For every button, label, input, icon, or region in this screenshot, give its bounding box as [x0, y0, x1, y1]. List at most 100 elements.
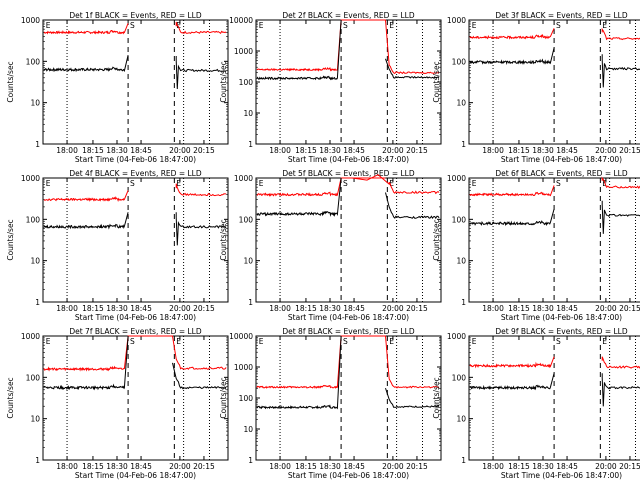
y-tick-label: 1000: [447, 16, 466, 25]
x-tick-label: 20:00: [382, 462, 404, 471]
y-axis-label: Counts/sec: [432, 61, 441, 102]
x-tick-label: 18:00: [56, 462, 78, 471]
x-tick-label: 20:15: [406, 304, 428, 313]
plot-frame: [468, 177, 640, 303]
x-axis-label: Start Time (04-Feb-06 18:47:00): [288, 155, 409, 164]
event-marker: E: [259, 21, 264, 30]
panel-det-7: Det 7f BLACK = Events, RED = LLD 1 10 100 10…: [6, 327, 229, 480]
x-axis-label: Start Time (04-Feb-06 18:47:00): [501, 155, 622, 164]
lld-series-line: [43, 335, 227, 372]
y-tick-label: 10: [456, 99, 466, 108]
x-tick-label: 18:45: [130, 462, 152, 471]
y-axis-label: Counts/sec: [6, 377, 15, 418]
y-tick-label: 100: [26, 215, 41, 224]
lld-series-line: [256, 174, 440, 197]
y-axis-label: Counts/sec: [6, 61, 15, 102]
panel-det-9: Det 9f BLACK = Events, RED = LLD 1 10 100 10…: [432, 327, 640, 480]
y-tick-label: 1: [248, 298, 253, 307]
panel-title: Det 4f BLACK = Events, RED = LLD: [69, 169, 202, 178]
x-tick-label: 20:00: [595, 304, 617, 313]
event-marker: E: [176, 337, 181, 346]
event-marker: E: [472, 179, 477, 188]
x-tick-label: 20:00: [382, 304, 404, 313]
event-marker: E: [472, 337, 477, 346]
x-axis-label: Start Time (04-Feb-06 18:47:00): [75, 471, 196, 480]
y-tick-label: 1: [248, 140, 253, 149]
x-tick-label: 20:00: [382, 146, 404, 155]
y-tick-label: 1000: [234, 47, 253, 56]
panel-title: Det 2f BLACK = Events, RED = LLD: [282, 11, 415, 20]
plot-frame: [255, 19, 442, 145]
x-tick-label: 20:15: [193, 304, 215, 313]
panel-det-3: Det 3f BLACK = Events, RED = LLD 1 10 100 10…: [432, 11, 640, 164]
y-tick-label: 1: [35, 298, 40, 307]
x-tick-label: 18:30: [532, 146, 554, 155]
lld-series-line: [43, 183, 227, 203]
panel-title: Det 5f BLACK = Events, RED = LLD: [282, 169, 415, 178]
plot-frame: [42, 19, 229, 145]
x-tick-label: 20:15: [193, 462, 215, 471]
y-tick-label: 1000: [21, 16, 40, 25]
y-tick-label: 1000: [447, 174, 466, 183]
x-tick-label: 20:00: [595, 146, 617, 155]
x-axis-label: Start Time (04-Feb-06 18:47:00): [501, 313, 622, 322]
event-marker: E: [46, 179, 51, 188]
event-marker: S: [130, 337, 135, 346]
x-tick-label: 20:15: [619, 146, 640, 155]
y-tick-label: 100: [26, 57, 41, 66]
x-tick-label: 18:00: [269, 304, 291, 313]
y-tick-label: 10: [30, 257, 40, 266]
event-marker: S: [343, 21, 348, 30]
panel-det-4: Det 4f BLACK = Events, RED = LLD 1 10 100 10…: [6, 169, 229, 322]
event-marker: E: [389, 21, 394, 30]
events-series-line: [469, 200, 640, 234]
x-tick-label: 18:30: [106, 462, 128, 471]
x-tick-label: 20:00: [595, 462, 617, 471]
y-tick-label: 10: [30, 415, 40, 424]
y-tick-label: 1: [35, 456, 40, 465]
x-tick-label: 18:30: [319, 304, 341, 313]
y-tick-label: 100: [452, 57, 467, 66]
x-tick-label: 18:00: [56, 146, 78, 155]
y-tick-label: 1000: [447, 332, 466, 341]
x-tick-label: 20:15: [193, 146, 215, 155]
panel-det-5: Det 5f BLACK = Events, RED = LLD 1 10 100 10…: [219, 169, 442, 322]
panel-title: Det 8f BLACK = Events, RED = LLD: [282, 327, 415, 336]
x-tick-label: 20:15: [619, 304, 640, 313]
x-tick-label: 18:45: [130, 146, 152, 155]
panel-det-8: Det 8f BLACK = Events, RED = LLD 1 10 100 10…: [219, 327, 442, 480]
event-marker: S: [556, 337, 561, 346]
events-series-line: [256, 177, 440, 220]
panel-title: Det 1f BLACK = Events, RED = LLD: [69, 11, 202, 20]
x-tick-label: 18:00: [482, 462, 504, 471]
y-tick-label: 100: [26, 373, 41, 382]
x-tick-label: 20:15: [619, 462, 640, 471]
x-tick-label: 18:00: [482, 304, 504, 313]
y-tick-label: 1: [248, 456, 253, 465]
event-marker: S: [130, 179, 135, 188]
y-tick-label: 10000: [229, 16, 253, 25]
y-tick-label: 1000: [21, 174, 40, 183]
events-series-line: [469, 47, 640, 88]
y-tick-label: 100: [239, 78, 254, 87]
y-axis-label: Counts/sec: [6, 219, 15, 260]
y-axis-label: Counts/sec: [432, 219, 441, 260]
panel-title: Det 6f BLACK = Events, RED = LLD: [495, 169, 628, 178]
y-tick-label: 1: [35, 140, 40, 149]
event-marker: S: [556, 179, 561, 188]
panel-det-6: Det 6f BLACK = Events, RED = LLD 1 10 100 10…: [432, 169, 640, 322]
events-series-line: [256, 335, 440, 410]
y-tick-label: 10: [456, 415, 466, 424]
plot-frame: [42, 335, 229, 461]
x-tick-label: 18:15: [508, 462, 530, 471]
x-tick-label: 18:00: [56, 304, 78, 313]
y-tick-label: 100: [452, 373, 467, 382]
x-axis-label: Start Time (04-Feb-06 18:47:00): [288, 313, 409, 322]
y-tick-label: 1: [461, 298, 466, 307]
x-tick-label: 18:15: [508, 146, 530, 155]
x-tick-label: 20:00: [169, 146, 191, 155]
x-tick-label: 18:00: [269, 462, 291, 471]
y-tick-label: 1000: [21, 332, 40, 341]
